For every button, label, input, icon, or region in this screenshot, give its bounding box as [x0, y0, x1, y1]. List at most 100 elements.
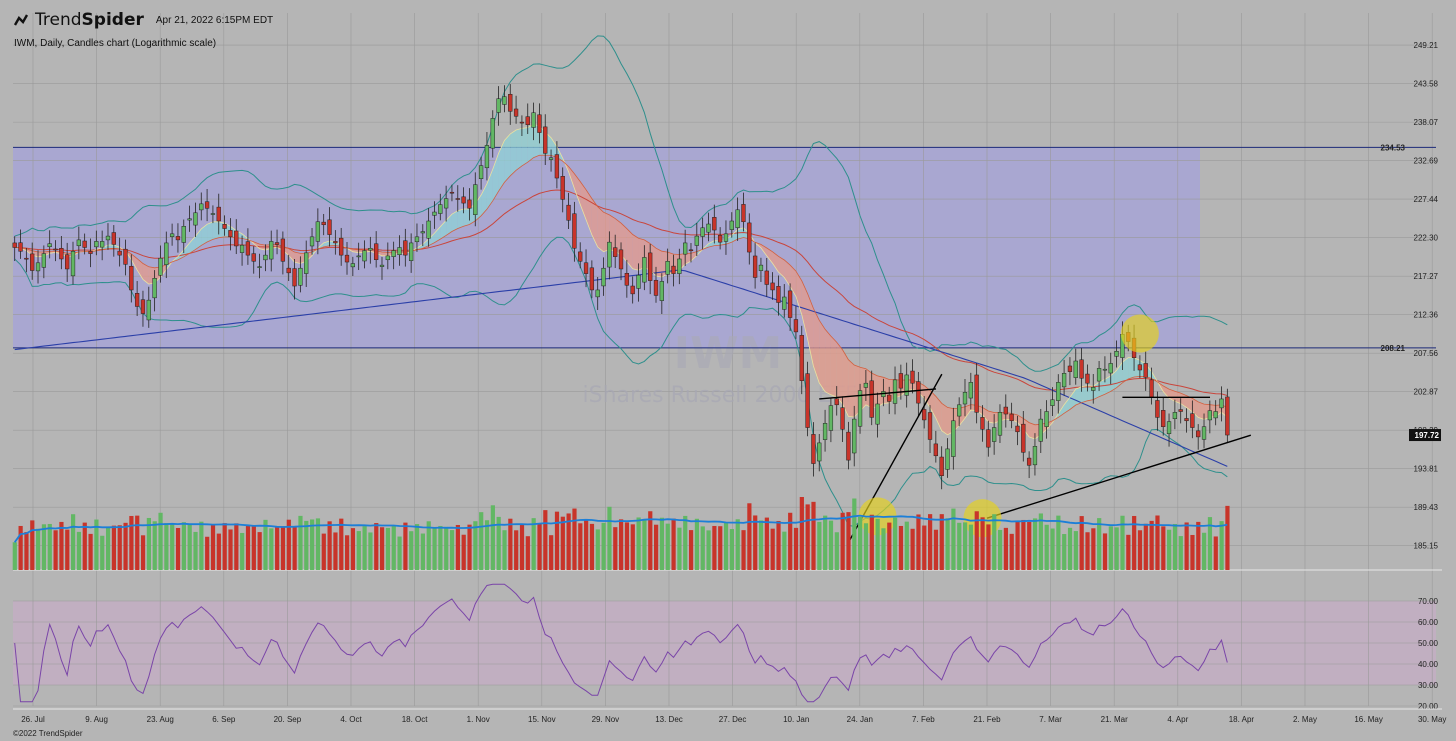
x-tick-label: 15. Nov [528, 715, 556, 724]
volume-bar [286, 519, 291, 570]
candle [519, 121, 525, 124]
candle [1038, 418, 1043, 442]
candle [134, 293, 140, 307]
candle [1085, 373, 1090, 384]
volume-bar [1062, 534, 1067, 570]
candle [304, 252, 309, 274]
candle [30, 253, 35, 271]
ema-ribbon [848, 359, 855, 418]
volume-bar [753, 515, 758, 570]
volume-bar [292, 525, 297, 570]
volume-bar [1178, 536, 1183, 570]
candle [105, 235, 111, 241]
volume-bar [420, 533, 425, 570]
candle [146, 299, 151, 321]
volume-bar [823, 515, 828, 570]
candle [391, 250, 396, 257]
volume-bar [59, 521, 64, 570]
price-tick-label: 212.36 [1414, 311, 1439, 320]
watermark-name: iShares Russell 2000 ETF [583, 383, 858, 408]
volume-bar [100, 535, 105, 570]
candle [1201, 426, 1207, 440]
candle [432, 211, 437, 216]
candle [1137, 364, 1143, 371]
candle [12, 242, 17, 248]
rsi-tick-label: 50.00 [1418, 639, 1439, 648]
candle [1079, 359, 1084, 379]
ema-ribbon [1099, 379, 1105, 397]
volume-bar [18, 525, 23, 570]
watermark-symbol: IWM [674, 328, 783, 379]
candle [717, 235, 723, 243]
candle [1213, 411, 1218, 419]
volume-bar [974, 511, 979, 570]
candle [35, 262, 41, 272]
candle [280, 238, 286, 262]
volume-bar [764, 517, 769, 570]
candle [1108, 363, 1113, 374]
volume-bar [770, 528, 775, 570]
ema-ribbon [1081, 385, 1088, 403]
candle [327, 219, 332, 235]
volume-bar [1021, 519, 1026, 570]
level-label: 234.53 [1381, 143, 1406, 152]
volume-bar [339, 518, 344, 570]
volume-bar [240, 532, 245, 570]
volume-bar [723, 522, 729, 570]
volume-bar [245, 525, 251, 570]
candle [309, 236, 315, 247]
ema-ribbon [725, 235, 732, 245]
volume-bar [852, 498, 857, 570]
volume-bar [484, 520, 490, 570]
ema-ribbon [591, 198, 598, 248]
volume-bar [426, 521, 431, 570]
candle [228, 230, 233, 238]
candle [601, 267, 606, 287]
candle [683, 242, 688, 255]
candle [298, 267, 303, 286]
candle [811, 434, 816, 464]
ema-ribbon [521, 127, 528, 166]
volume-bar [41, 524, 47, 570]
level-label: 208.21 [1381, 344, 1406, 353]
volume-bar [700, 526, 705, 570]
volume-bar [53, 530, 58, 570]
ema-ribbon [924, 385, 931, 408]
volume-bar [549, 535, 554, 570]
brand-bold: Spider [81, 10, 144, 30]
candle [140, 299, 146, 314]
candle [1021, 423, 1026, 453]
price-tick-label: 238.07 [1414, 118, 1439, 127]
candle [473, 184, 478, 215]
candle [566, 204, 571, 221]
brand-regular: Trend [35, 10, 82, 30]
candle [694, 235, 699, 246]
ema-ribbon [772, 251, 779, 273]
volume-bar [776, 521, 781, 570]
x-tick-label: 18. Oct [402, 715, 429, 724]
candle [88, 251, 93, 254]
volume-bar [1126, 534, 1131, 570]
volume-bar [65, 529, 70, 570]
volume-bar [1056, 515, 1061, 570]
ema50-line [14, 189, 1228, 396]
volume-bar [1196, 521, 1201, 570]
volume-bar [1108, 526, 1113, 570]
volume-bar [438, 525, 443, 570]
candle [356, 255, 361, 258]
candle [980, 417, 985, 430]
ema-ribbon [381, 251, 388, 256]
candle [747, 222, 752, 253]
volume-bar [47, 523, 52, 570]
candle [350, 263, 355, 268]
volume-bar [164, 523, 169, 570]
candle [782, 296, 787, 310]
ema-ribbon [632, 234, 639, 271]
candle [508, 94, 513, 112]
volume-bar [455, 524, 460, 570]
ema-ribbon [428, 233, 435, 246]
volume-bar [269, 528, 274, 570]
volume-bar [199, 521, 204, 570]
volume-bar [1137, 530, 1143, 570]
